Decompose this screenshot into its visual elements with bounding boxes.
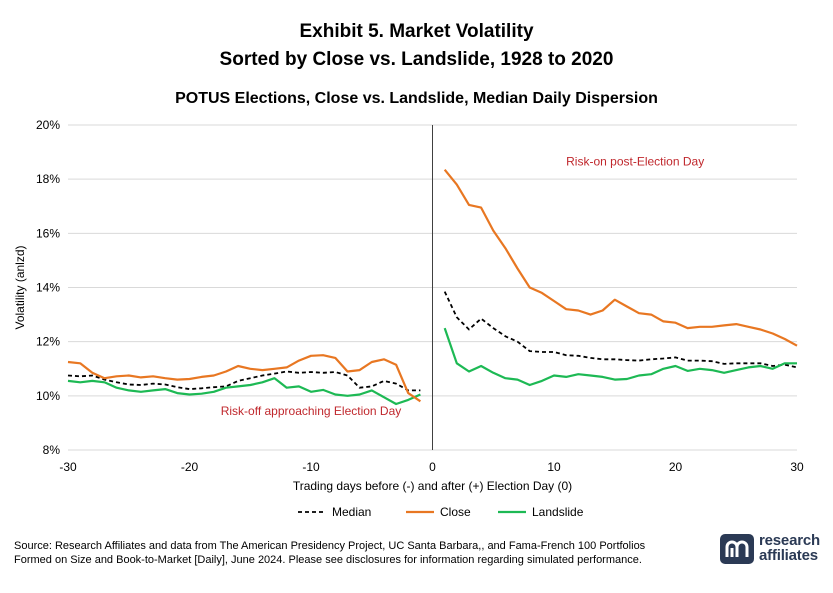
legend-label-landslide: Landslide — [532, 505, 584, 519]
legend-label-median: Median — [332, 505, 371, 519]
series-landslide-pre-line — [67, 377, 421, 406]
x-tick-label: -10 — [302, 460, 320, 474]
x-tick-label: 30 — [790, 460, 804, 474]
series-median-pre-line — [67, 370, 421, 392]
series-median-post-line — [443, 291, 798, 369]
y-tick-label: 20% — [36, 118, 60, 132]
x-tick-label: 10 — [547, 460, 561, 474]
y-tick-label: 10% — [36, 389, 60, 403]
logo-text-line1: research — [759, 532, 820, 549]
series-close-pre-line — [67, 354, 422, 403]
logo-mark-icon — [720, 534, 754, 564]
chart-subtitle: POTUS Elections, Close vs. Landslide, Me… — [175, 90, 658, 107]
x-axis-label: Trading days before (-) and after (+) El… — [293, 479, 572, 493]
research-affiliates-logo: research affiliates — [720, 530, 820, 570]
x-tick-label: -20 — [181, 460, 199, 474]
y-axis-label: Volatility (anlzd) — [13, 245, 27, 329]
source-note: Source: Research Affiliates and data fro… — [14, 540, 646, 566]
chart-title-line1: Exhibit 5. Market Volatility — [299, 21, 534, 42]
logo-text-line2: affiliates — [759, 547, 818, 564]
logo-text: research affiliates — [759, 533, 820, 563]
series-landslide-post-line — [443, 327, 797, 387]
y-tick-label: 14% — [36, 281, 60, 295]
x-tick-label: 20 — [669, 460, 683, 474]
chart-annotation: Risk-on post-Election Day — [566, 155, 704, 169]
series-close-post-line — [443, 169, 798, 347]
legend-label-close: Close — [440, 505, 471, 519]
x-tick-label: 0 — [429, 460, 436, 474]
y-tick-label: 16% — [36, 226, 60, 240]
y-tick-label: 8% — [43, 443, 61, 457]
y-tick-label: 12% — [36, 335, 60, 349]
line-chart: 8% 10% 12% 14% 16% 18% 20% -30 -20 -10 0 10 20 30 Trad… — [13, 118, 804, 519]
x-tick-label: -30 — [59, 460, 77, 474]
y-tick-label: 18% — [36, 172, 60, 186]
chart-annotation: Risk-off approaching Election Day — [221, 404, 402, 418]
chart-title-line2: Sorted by Close vs. Landslide, 1928 to 2… — [219, 49, 614, 70]
